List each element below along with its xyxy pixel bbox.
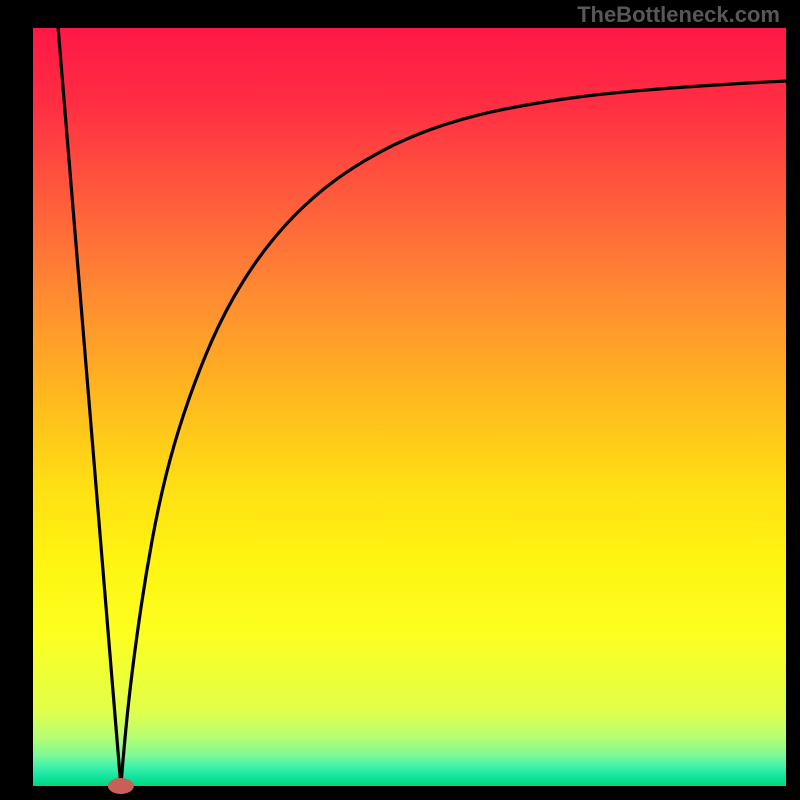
chart-plot-area	[33, 28, 786, 786]
optimal-point-marker	[108, 778, 134, 794]
chart-svg	[0, 0, 800, 800]
watermark-text: TheBottleneck.com	[577, 2, 780, 28]
chart-container: TheBottleneck.com	[0, 0, 800, 800]
